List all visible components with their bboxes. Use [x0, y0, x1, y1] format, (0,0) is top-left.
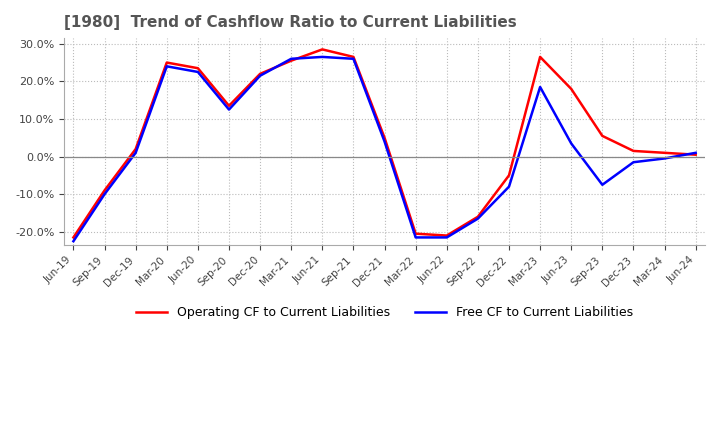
Operating CF to Current Liabilities [691, 152, 700, 158]
Operating CF to Current Liabilities [443, 233, 451, 238]
Free CF to Current Liabilities [69, 238, 78, 244]
Free CF to Current Liabilities [287, 56, 295, 62]
Free CF to Current Liabilities [443, 235, 451, 240]
Free CF to Current Liabilities [505, 184, 513, 189]
Operating CF to Current Liabilities [629, 148, 638, 154]
Operating CF to Current Liabilities [163, 60, 171, 65]
Operating CF to Current Liabilities [411, 231, 420, 236]
Operating CF to Current Liabilities [660, 150, 669, 155]
Operating CF to Current Liabilities [318, 47, 327, 52]
Free CF to Current Liabilities [318, 54, 327, 59]
Operating CF to Current Liabilities [225, 103, 233, 108]
Operating CF to Current Liabilities [69, 235, 78, 240]
Free CF to Current Liabilities [691, 150, 700, 155]
Operating CF to Current Liabilities [474, 214, 482, 220]
Free CF to Current Liabilities [629, 160, 638, 165]
Free CF to Current Liabilities [474, 216, 482, 221]
Operating CF to Current Liabilities [100, 188, 109, 193]
Operating CF to Current Liabilities [598, 133, 607, 139]
Line: Operating CF to Current Liabilities: Operating CF to Current Liabilities [73, 49, 696, 238]
Operating CF to Current Liabilities [505, 173, 513, 178]
Free CF to Current Liabilities [349, 56, 358, 62]
Free CF to Current Liabilities [567, 141, 575, 146]
Text: [1980]  Trend of Cashflow Ratio to Current Liabilities: [1980] Trend of Cashflow Ratio to Curren… [64, 15, 517, 30]
Free CF to Current Liabilities [660, 156, 669, 161]
Operating CF to Current Liabilities [131, 147, 140, 152]
Free CF to Current Liabilities [131, 150, 140, 155]
Free CF to Current Liabilities [225, 107, 233, 112]
Operating CF to Current Liabilities [256, 71, 264, 77]
Line: Free CF to Current Liabilities: Free CF to Current Liabilities [73, 57, 696, 241]
Free CF to Current Liabilities [194, 70, 202, 75]
Free CF to Current Liabilities [163, 64, 171, 69]
Operating CF to Current Liabilities [349, 54, 358, 59]
Free CF to Current Liabilities [411, 235, 420, 240]
Free CF to Current Liabilities [256, 73, 264, 78]
Free CF to Current Liabilities [536, 84, 544, 90]
Legend: Operating CF to Current Liabilities, Free CF to Current Liabilities: Operating CF to Current Liabilities, Fre… [130, 300, 639, 326]
Operating CF to Current Liabilities [287, 58, 295, 63]
Free CF to Current Liabilities [380, 139, 389, 144]
Operating CF to Current Liabilities [567, 86, 575, 92]
Operating CF to Current Liabilities [536, 54, 544, 59]
Operating CF to Current Liabilities [194, 66, 202, 71]
Free CF to Current Liabilities [100, 191, 109, 197]
Operating CF to Current Liabilities [380, 135, 389, 140]
Free CF to Current Liabilities [598, 182, 607, 187]
